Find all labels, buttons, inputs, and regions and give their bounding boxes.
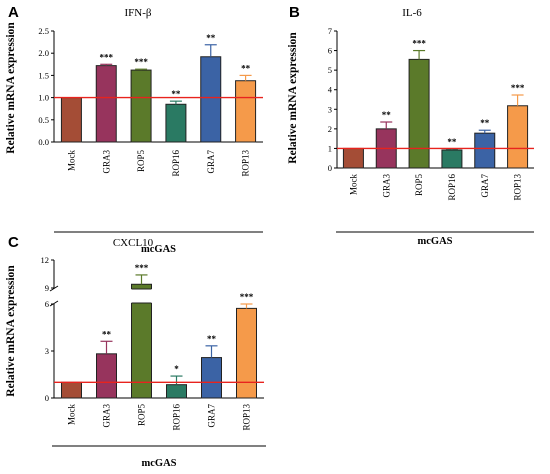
bar-gra7 bbox=[200, 56, 222, 143]
y-tick-label: 7 bbox=[328, 26, 332, 36]
significance-label: * bbox=[174, 364, 179, 374]
category-label: GRA3 bbox=[101, 150, 111, 174]
significance-label: *** bbox=[135, 263, 149, 273]
group-label: mcGAS bbox=[142, 458, 177, 469]
y-tick-label: 0 bbox=[45, 393, 49, 403]
bar-mock bbox=[61, 381, 82, 399]
group-label: mcGAS bbox=[141, 244, 176, 255]
y-tick-label: 9 bbox=[45, 283, 49, 293]
y-tick-label: 1.0 bbox=[38, 93, 49, 103]
bar-gra7 bbox=[201, 357, 222, 399]
y-tick-label: 4 bbox=[328, 85, 333, 95]
significance-label: ** bbox=[447, 137, 457, 147]
panel-letter: B bbox=[289, 4, 300, 21]
bar-break-gap bbox=[130, 288, 153, 303]
group-label: mcGAS bbox=[418, 236, 453, 247]
significance-label: ** bbox=[102, 329, 112, 339]
significance-label: *** bbox=[134, 57, 148, 67]
category-label: ROP13 bbox=[241, 150, 251, 177]
y-tick-label: 2 bbox=[328, 124, 332, 134]
significance-label: *** bbox=[511, 83, 525, 93]
category-label: GRA3 bbox=[381, 174, 391, 198]
bar-rop5 bbox=[408, 58, 430, 169]
significance-label: *** bbox=[240, 292, 254, 302]
category-label: Mock bbox=[67, 404, 77, 425]
significance-label: ** bbox=[206, 33, 216, 43]
category-label: GRA7 bbox=[206, 150, 216, 174]
y-tick-label: 5 bbox=[328, 65, 332, 75]
category-label: ROP16 bbox=[172, 404, 182, 431]
panel-a: A IFN-β Relative mRNA expression 0.0 0.5 1.0 1… bbox=[5, 4, 263, 255]
panel-letter: C bbox=[8, 234, 19, 251]
category-label: Mock bbox=[66, 150, 76, 171]
significance-label: *** bbox=[412, 39, 426, 49]
category-label: ROP13 bbox=[513, 174, 523, 201]
bar-rop5 bbox=[130, 69, 152, 143]
y-axis-label: Relative mRNA expression bbox=[5, 265, 17, 397]
bar-rop13 bbox=[236, 307, 257, 399]
significance-label: ** bbox=[241, 63, 251, 73]
y-tick-label: 1.5 bbox=[38, 70, 49, 80]
y-tick-label: 0.0 bbox=[38, 137, 49, 147]
category-label: ROP16 bbox=[447, 174, 457, 201]
y-tick-label: 1 bbox=[328, 143, 332, 153]
category-label: GRA7 bbox=[207, 404, 217, 428]
bar-gra3 bbox=[95, 65, 117, 143]
significance-label: ** bbox=[207, 334, 217, 344]
y-axis-label: Relative mRNA expression bbox=[5, 22, 17, 154]
y-tick-label: 2.0 bbox=[38, 48, 49, 58]
y-axis-label: Relative mRNA expression bbox=[287, 32, 299, 164]
bar-gra7 bbox=[474, 132, 496, 169]
y-tick-label: 6 bbox=[45, 299, 49, 309]
significance-label: ** bbox=[382, 110, 392, 120]
bar-gra3 bbox=[96, 353, 117, 399]
y-tick-label: 6 bbox=[328, 46, 332, 56]
chart-title: CXCL10 bbox=[113, 237, 154, 249]
category-label: ROP5 bbox=[136, 150, 146, 173]
panel-b: B IL-6 Relative mRNA expression 0 1 2 3 4 5 6 7 Moc… bbox=[287, 4, 534, 247]
bar-mock bbox=[60, 97, 82, 143]
bar-mock bbox=[342, 147, 364, 169]
y-tick-label: 3 bbox=[45, 346, 49, 356]
category-label: GRA7 bbox=[480, 174, 490, 198]
category-label: ROP5 bbox=[137, 404, 147, 427]
panel-c: C CXCL10 Relative mRNA expression 0 3 6 9 12 Moc… bbox=[5, 234, 266, 469]
bar-rop16 bbox=[166, 384, 187, 399]
chart-title: IL-6 bbox=[402, 7, 422, 19]
significance-label: ** bbox=[171, 89, 181, 99]
category-label: Mock bbox=[348, 174, 358, 195]
chart-title: IFN-β bbox=[125, 7, 152, 19]
category-label: ROP13 bbox=[242, 404, 252, 431]
y-tick-label: 0.5 bbox=[38, 115, 49, 125]
bar-rop13 bbox=[235, 80, 257, 143]
category-label: ROP16 bbox=[171, 150, 181, 177]
category-label: GRA3 bbox=[102, 404, 112, 428]
category-label: ROP5 bbox=[414, 174, 424, 197]
significance-label: ** bbox=[480, 118, 490, 128]
bar-rop16 bbox=[441, 149, 463, 169]
bar-rop16 bbox=[165, 103, 187, 143]
y-tick-label: 3 bbox=[328, 104, 332, 114]
bar-rop13 bbox=[507, 105, 529, 169]
y-tick-label: 0 bbox=[328, 163, 332, 173]
panel-letter: A bbox=[8, 4, 19, 21]
significance-label: *** bbox=[100, 52, 114, 62]
y-tick-label: 2.5 bbox=[38, 26, 49, 36]
y-tick-label: 12 bbox=[41, 255, 50, 265]
